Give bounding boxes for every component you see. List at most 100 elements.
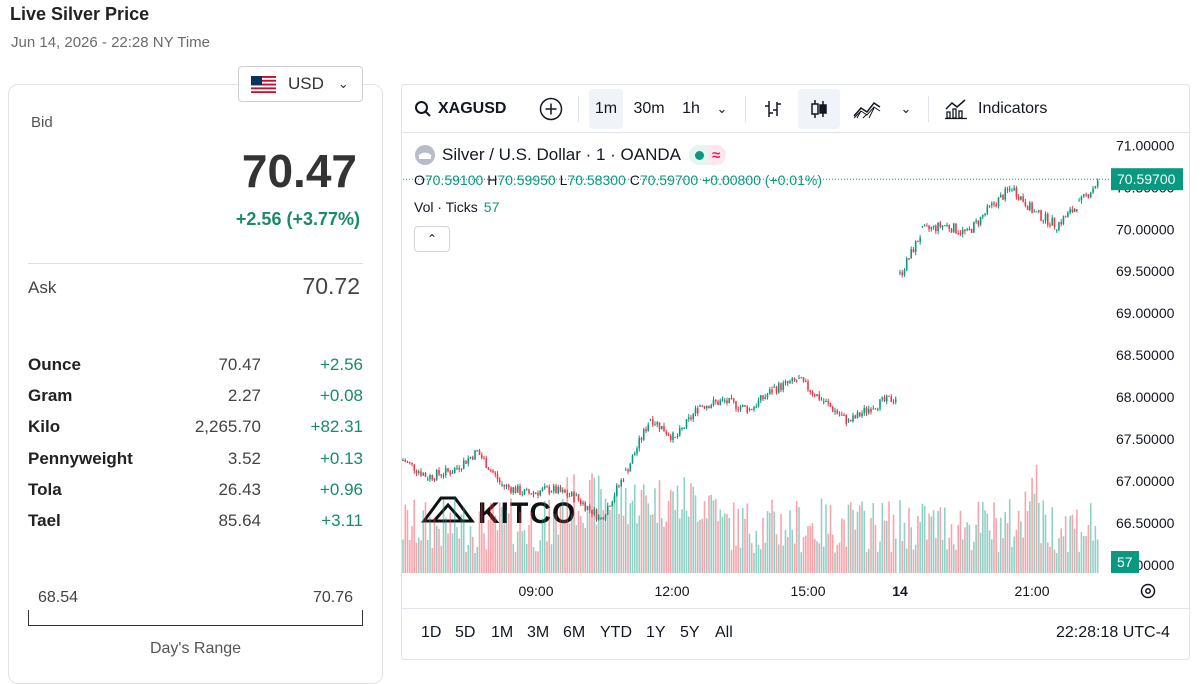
candle-body — [973, 222, 975, 233]
candle-body — [1015, 187, 1018, 197]
symbol-search-button[interactable]: XAGUSD — [410, 89, 514, 129]
candle-body — [1040, 210, 1042, 221]
volume-bar — [411, 526, 413, 573]
search-icon — [415, 101, 431, 117]
candle-body — [417, 471, 420, 473]
candle-body — [460, 468, 463, 470]
candle-body — [530, 493, 533, 495]
volume-bar — [708, 495, 710, 573]
candle-body — [892, 401, 895, 403]
interval-dropdown[interactable]: ⌄ — [710, 89, 734, 129]
volume-bar — [546, 541, 548, 573]
chart-type-dropdown[interactable]: ⌄ — [894, 89, 918, 129]
range-all[interactable]: All — [715, 624, 733, 641]
volume-bar — [834, 552, 836, 573]
candle-body — [543, 486, 546, 489]
day-range-label: Day's Range — [149, 640, 242, 657]
unit-row-tola: Tola 26.43 +0.96 — [28, 480, 363, 504]
volume-bar — [800, 552, 803, 573]
candle-body — [690, 417, 692, 420]
volume-bar — [1080, 531, 1083, 573]
candle-body — [582, 502, 584, 505]
candle-body — [568, 495, 571, 497]
candle-body — [667, 434, 670, 436]
candle-body — [453, 468, 456, 474]
candle-body — [849, 419, 852, 422]
volume-bar — [604, 498, 607, 573]
range-3m[interactable]: 3M — [527, 624, 550, 641]
interval-1h[interactable]: 1h — [682, 100, 700, 117]
candle-body — [867, 408, 870, 413]
candle-body — [903, 270, 906, 276]
volume-bar — [1062, 536, 1065, 573]
interval-1m[interactable]: 1m — [589, 89, 623, 129]
settings-gear-icon[interactable] — [1140, 583, 1156, 599]
candle-body — [827, 401, 830, 404]
candle-body — [786, 381, 789, 384]
volume-bar — [712, 500, 715, 573]
currency-select[interactable]: USD ⌄ — [238, 66, 363, 102]
range-1m[interactable]: 1M — [491, 624, 514, 641]
volume-bar — [1085, 536, 1087, 573]
volume-bar — [744, 518, 746, 573]
candle-body — [624, 469, 627, 471]
volume-bar — [984, 510, 986, 573]
volume-bar — [512, 543, 515, 573]
volume-bar — [885, 521, 888, 573]
price-chart[interactable]: KITCO 71.0000070.5000070.0000069.5000069… — [0, 0, 1202, 667]
volume-bar — [748, 533, 751, 573]
volume-bar — [561, 499, 564, 573]
candle-body — [744, 404, 746, 407]
candle-body — [505, 485, 508, 487]
candle-body — [440, 474, 443, 476]
candle-body — [753, 406, 755, 410]
volume-bar — [456, 527, 458, 573]
volume-bar — [802, 536, 805, 573]
range-1y[interactable]: 1Y — [646, 624, 666, 641]
candle-body — [516, 485, 519, 493]
volume-bar — [813, 538, 816, 573]
high-label: H — [487, 172, 498, 188]
volume-bar — [690, 483, 692, 573]
collapse-legend-button[interactable]: ⌃ — [414, 226, 450, 252]
range-5y[interactable]: 5Y — [680, 624, 700, 641]
divider — [28, 263, 363, 264]
candle-body — [766, 394, 769, 397]
interval-30m[interactable]: 30m — [633, 100, 665, 117]
candle-body — [444, 468, 447, 476]
range-6m[interactable]: 6M — [563, 624, 586, 641]
candle-body — [847, 419, 850, 421]
volume-bar — [514, 551, 517, 573]
volume-bar — [654, 488, 656, 573]
range-ytd[interactable]: YTD — [600, 624, 632, 641]
candle-body — [550, 491, 553, 493]
candle-body — [809, 390, 812, 393]
candle-body — [411, 462, 413, 465]
page-title: Live Silver Price — [10, 4, 150, 24]
volume-bar — [836, 544, 839, 573]
range-5d[interactable]: 5D — [455, 624, 476, 641]
volume-bar — [451, 533, 454, 573]
y-tick-label: 69.50000 — [1116, 263, 1175, 279]
volume-bar — [501, 507, 503, 573]
volume-bar — [888, 501, 890, 573]
candle-body — [435, 470, 438, 480]
candle-body — [636, 448, 638, 454]
volume-bar — [982, 502, 984, 573]
volume-bar — [1087, 524, 1090, 573]
candle-body — [768, 389, 771, 395]
indicators-button[interactable]: Indicators — [940, 89, 1064, 129]
area-style-button[interactable] — [849, 89, 885, 129]
compare-button[interactable] — [534, 89, 568, 129]
volume-bar — [1092, 540, 1094, 573]
bars-style-button[interactable] — [756, 89, 790, 129]
candle-body — [447, 468, 449, 472]
candles-style-button[interactable] — [798, 89, 840, 129]
volume-bar — [977, 501, 980, 573]
volume-bar — [840, 518, 843, 573]
volume-bar — [930, 516, 933, 573]
volume-bar — [932, 510, 935, 573]
range-1d[interactable]: 1D — [421, 624, 442, 641]
candle-body — [912, 249, 915, 253]
volume-bar — [638, 515, 641, 573]
